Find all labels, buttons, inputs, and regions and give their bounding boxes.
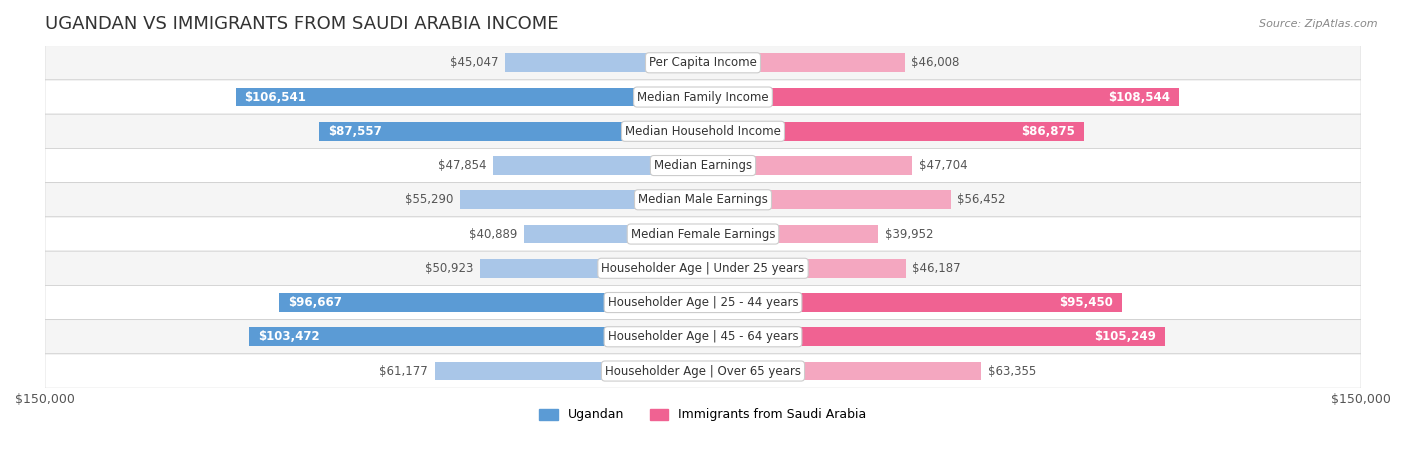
Bar — [494, 156, 703, 175]
Text: Householder Age | Over 65 years: Householder Age | Over 65 years — [605, 365, 801, 377]
Bar — [434, 361, 703, 381]
Text: $47,854: $47,854 — [439, 159, 486, 172]
Bar — [703, 191, 950, 209]
Text: $105,249: $105,249 — [1094, 330, 1156, 343]
Bar — [703, 259, 905, 278]
Bar — [479, 259, 703, 278]
Bar — [460, 191, 703, 209]
Text: UGANDAN VS IMMIGRANTS FROM SAUDI ARABIA INCOME: UGANDAN VS IMMIGRANTS FROM SAUDI ARABIA … — [45, 15, 558, 33]
Text: Median Female Earnings: Median Female Earnings — [631, 227, 775, 241]
Bar — [703, 122, 1084, 141]
FancyBboxPatch shape — [45, 149, 1361, 183]
FancyBboxPatch shape — [45, 251, 1361, 285]
Text: $40,889: $40,889 — [468, 227, 517, 241]
Text: Source: ZipAtlas.com: Source: ZipAtlas.com — [1260, 19, 1378, 28]
Text: $96,667: $96,667 — [288, 296, 342, 309]
Text: $106,541: $106,541 — [245, 91, 307, 104]
Text: $87,557: $87,557 — [328, 125, 381, 138]
Text: $108,544: $108,544 — [1108, 91, 1170, 104]
Bar — [703, 53, 905, 72]
Bar — [523, 225, 703, 243]
Text: Median Male Earnings: Median Male Earnings — [638, 193, 768, 206]
Bar — [703, 88, 1180, 106]
Text: $46,187: $46,187 — [912, 262, 960, 275]
Text: Per Capita Income: Per Capita Income — [650, 57, 756, 69]
Bar — [703, 225, 879, 243]
FancyBboxPatch shape — [45, 354, 1361, 388]
Text: Median Family Income: Median Family Income — [637, 91, 769, 104]
FancyBboxPatch shape — [45, 80, 1361, 114]
Text: $46,008: $46,008 — [911, 57, 960, 69]
Text: $45,047: $45,047 — [450, 57, 499, 69]
Text: $95,450: $95,450 — [1059, 296, 1114, 309]
Text: $63,355: $63,355 — [987, 365, 1036, 377]
Bar — [505, 53, 703, 72]
Text: $61,177: $61,177 — [380, 365, 427, 377]
FancyBboxPatch shape — [45, 285, 1361, 319]
Text: $50,923: $50,923 — [425, 262, 472, 275]
Text: Householder Age | 45 - 64 years: Householder Age | 45 - 64 years — [607, 330, 799, 343]
Text: Median Household Income: Median Household Income — [626, 125, 780, 138]
Text: $56,452: $56,452 — [957, 193, 1005, 206]
FancyBboxPatch shape — [45, 114, 1361, 149]
FancyBboxPatch shape — [45, 183, 1361, 217]
Text: Householder Age | Under 25 years: Householder Age | Under 25 years — [602, 262, 804, 275]
Bar — [703, 361, 981, 381]
FancyBboxPatch shape — [45, 319, 1361, 354]
Bar — [703, 156, 912, 175]
FancyBboxPatch shape — [45, 217, 1361, 251]
Bar — [249, 327, 703, 346]
Legend: Ugandan, Immigrants from Saudi Arabia: Ugandan, Immigrants from Saudi Arabia — [534, 403, 872, 426]
Text: $47,704: $47,704 — [920, 159, 967, 172]
Bar — [703, 293, 1122, 312]
Text: $103,472: $103,472 — [257, 330, 319, 343]
Bar — [278, 293, 703, 312]
FancyBboxPatch shape — [45, 46, 1361, 80]
Bar — [319, 122, 703, 141]
Text: $39,952: $39,952 — [884, 227, 934, 241]
Text: $86,875: $86,875 — [1022, 125, 1076, 138]
Text: Householder Age | 25 - 44 years: Householder Age | 25 - 44 years — [607, 296, 799, 309]
Text: Median Earnings: Median Earnings — [654, 159, 752, 172]
Text: $55,290: $55,290 — [405, 193, 454, 206]
Bar — [703, 327, 1164, 346]
Bar — [236, 88, 703, 106]
